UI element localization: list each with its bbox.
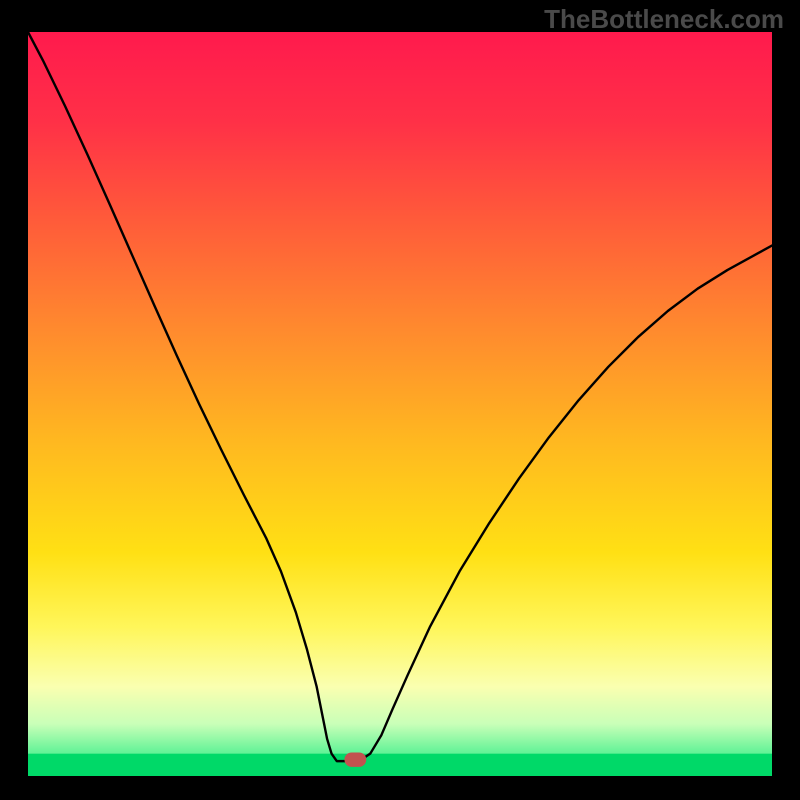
plot-background (28, 32, 772, 776)
plot-area (28, 32, 772, 776)
plot-svg (28, 32, 772, 776)
watermark-text: TheBottleneck.com (544, 4, 784, 35)
bottleneck-marker (345, 753, 366, 766)
plot-bottom-band (28, 754, 772, 776)
